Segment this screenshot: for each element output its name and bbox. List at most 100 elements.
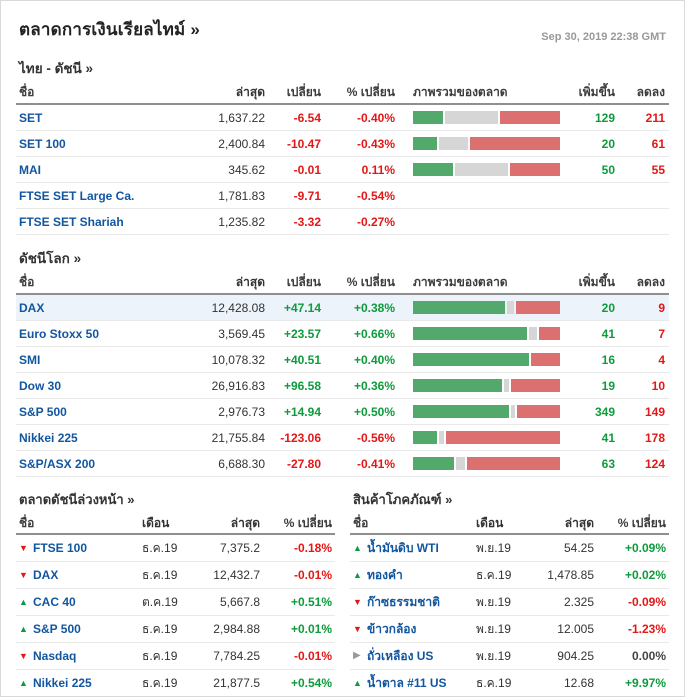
futures-table: ชื่อ เดือน ล่าสุด % เปลี่ยน ▼ FTSE 100 ธ.ค.19 7… — [16, 513, 335, 696]
market-breadth-bar — [413, 353, 560, 366]
column-header-change-pct: % เปลี่ยน — [346, 275, 395, 289]
market-breadth-bar — [413, 405, 560, 418]
column-header-change: เปลี่ยน — [286, 275, 321, 289]
thai-indices-title-link[interactable]: ไทย - ดัชนี » — [19, 61, 94, 76]
table-row: ▼ Nasdaq ธ.ค.19 7,784.25 -0.01% — [16, 643, 335, 670]
market-overview-cell — [398, 137, 563, 150]
page-title-link[interactable]: ตลาดการเงินเรียลไทม์ » — [19, 20, 201, 39]
instrument-link[interactable]: S&P/ASX 200 — [19, 456, 96, 471]
instrument-name-cell: ▼ FTSE 100 — [16, 541, 139, 555]
breadth-segment-gray — [503, 379, 510, 392]
instrument-link[interactable]: DAX — [19, 300, 45, 315]
month-cell: ธ.ค.19 — [142, 648, 178, 663]
column-header-change-pct: % เปลี่ยน — [346, 85, 395, 99]
instrument-link[interactable]: ก๊าซธรรมชาติ — [367, 594, 440, 609]
instrument-link[interactable]: FTSE 100 — [33, 541, 88, 555]
change-pct-cell: +0.36% — [353, 378, 395, 393]
breadth-segment-gray — [456, 457, 466, 470]
instrument-name-cell: ▼ Nasdaq — [16, 649, 139, 663]
instrument-link[interactable]: Dow 30 — [19, 378, 62, 393]
world-indices-title-link[interactable]: ดัชนีโลก » — [19, 251, 82, 266]
instrument-link[interactable]: SET 100 — [19, 136, 66, 151]
change-cell: +40.51 — [283, 352, 321, 367]
change-pct-cell: +0.01% — [290, 622, 332, 636]
column-header-last: ล่าสุด — [564, 515, 594, 530]
table-row: ▼ FTSE 100 ธ.ค.19 7,375.2 -0.18% — [16, 535, 335, 562]
instrument-link[interactable]: SMI — [19, 352, 41, 367]
instrument-link[interactable]: FTSE SET Shariah — [19, 214, 124, 229]
change-pct-cell: -0.56% — [356, 430, 395, 445]
futures-title-link[interactable]: ตลาดดัชนีล่วงหน้า » — [19, 492, 135, 507]
last-price-cell: 2,400.84 — [218, 136, 265, 151]
breadth-segment-green — [413, 379, 502, 392]
column-header-advancers: เพิ่มขึ้น — [578, 85, 615, 99]
decliners-cell: 149 — [644, 404, 665, 419]
instrument-link[interactable]: CAC 40 — [33, 595, 76, 609]
instrument-link[interactable]: SET — [19, 110, 43, 125]
column-header-market-overview: ภาพรวมของตลาด — [413, 275, 508, 289]
up-arrow-icon: ▲ — [19, 596, 28, 607]
instrument-link[interactable]: S&P 500 — [19, 404, 67, 419]
change-pct-cell: 0.00% — [631, 649, 666, 663]
instrument-name-cell: ▲ S&P 500 — [16, 622, 139, 636]
instrument-link[interactable]: Nasdaq — [33, 649, 77, 663]
commodities-title-link[interactable]: สินค้าโภคภัณฑ์ » — [353, 492, 453, 507]
month-cell: ธ.ค.19 — [142, 567, 178, 582]
breadth-segment-green — [413, 405, 509, 418]
instrument-link[interactable]: น้ำมันดิบ WTI — [367, 540, 439, 555]
breadth-segment-green — [413, 137, 438, 150]
breadth-segment-red — [531, 353, 560, 366]
instrument-name-cell: MAI — [16, 163, 206, 177]
instrument-link[interactable]: Euro Stoxx 50 — [19, 326, 100, 341]
month-cell: พ.ย.19 — [476, 648, 511, 663]
instrument-name-cell: ▼ ข้าวกล้อง — [350, 620, 473, 639]
instrument-name-cell: ▼ ก๊าซธรรมชาติ — [350, 593, 473, 612]
table-row: Nikkei 225 21,755.84 -123.06 -0.56% 41 178 — [16, 425, 669, 451]
instrument-link[interactable]: DAX — [33, 568, 59, 582]
column-header-change-pct: % เปลี่ยน — [283, 515, 332, 530]
instrument-link[interactable]: ทองคำ — [367, 567, 403, 582]
instrument-link[interactable]: MAI — [19, 162, 41, 177]
advancers-cell: 41 — [601, 326, 615, 341]
column-header-name: ชื่อ — [353, 515, 369, 530]
table-header-row: ชื่อ ล่าสุด เปลี่ยน % เปลี่ยน ภาพรวมของตลาด เ… — [16, 82, 669, 105]
market-overview-cell — [398, 405, 563, 418]
world-indices-section: ดัชนีโลก » ชื่อ ล่าสุด เปลี่ยน % เปลี่ยน ภาพ… — [1, 235, 684, 477]
table-row: DAX 12,428.08 +47.14 +0.38% 20 9 — [16, 295, 669, 321]
instrument-name-cell: SMI — [16, 353, 206, 367]
breadth-segment-red — [467, 457, 560, 470]
instrument-link[interactable]: น้ำตาล #11 US — [367, 675, 447, 690]
instrument-link[interactable]: Nikkei 225 — [19, 430, 78, 445]
instrument-link[interactable]: ข้าวกล้อง — [367, 621, 417, 636]
month-cell: พ.ย.19 — [476, 540, 511, 555]
last-price-cell: 10,078.32 — [211, 352, 265, 367]
up-arrow-icon: ▲ — [353, 569, 362, 580]
table-row: Euro Stoxx 50 3,569.45 +23.57 +0.66% 41 7 — [16, 321, 669, 347]
decliners-cell: 4 — [658, 352, 665, 367]
breadth-segment-green — [413, 431, 438, 444]
instrument-link[interactable]: ถั่วเหลือง US — [367, 648, 434, 663]
breadth-segment-green — [413, 353, 529, 366]
instrument-link[interactable]: S&P 500 — [33, 622, 81, 636]
table-header-row: ชื่อ ล่าสุด เปลี่ยน % เปลี่ยน ภาพรวมของตลาด เ… — [16, 272, 669, 295]
change-cell: +96.58 — [283, 378, 321, 393]
breadth-segment-green — [413, 111, 444, 124]
table-row: FTSE SET Large Ca. 1,781.83 -9.71 -0.54% — [16, 183, 669, 209]
change-pct-cell: -0.40% — [356, 110, 395, 125]
table-row: Dow 30 26,916.83 +96.58 +0.36% 19 10 — [16, 373, 669, 399]
instrument-name-cell: DAX — [16, 301, 206, 315]
decliners-cell: 211 — [645, 110, 665, 125]
last-price-cell: 2,984.88 — [213, 622, 260, 636]
market-breadth-bar — [413, 457, 560, 470]
column-header-advancers: เพิ่มขึ้น — [578, 275, 615, 289]
breadth-segment-red — [445, 431, 560, 444]
table-row: ▲ ทองคำ ธ.ค.19 1,478.85 +0.02% — [350, 562, 669, 589]
last-price-cell: 1,781.83 — [218, 188, 265, 203]
change-pct-cell: -0.27% — [356, 214, 395, 229]
instrument-link[interactable]: FTSE SET Large Ca. — [19, 188, 135, 203]
column-header-change: เปลี่ยน — [286, 85, 321, 99]
instrument-name-cell: FTSE SET Shariah — [16, 215, 206, 229]
table-row: ▼ DAX ธ.ค.19 12,432.7 -0.01% — [16, 562, 335, 589]
instrument-link[interactable]: Nikkei 225 — [33, 676, 92, 690]
change-cell: -0.01 — [293, 162, 321, 177]
